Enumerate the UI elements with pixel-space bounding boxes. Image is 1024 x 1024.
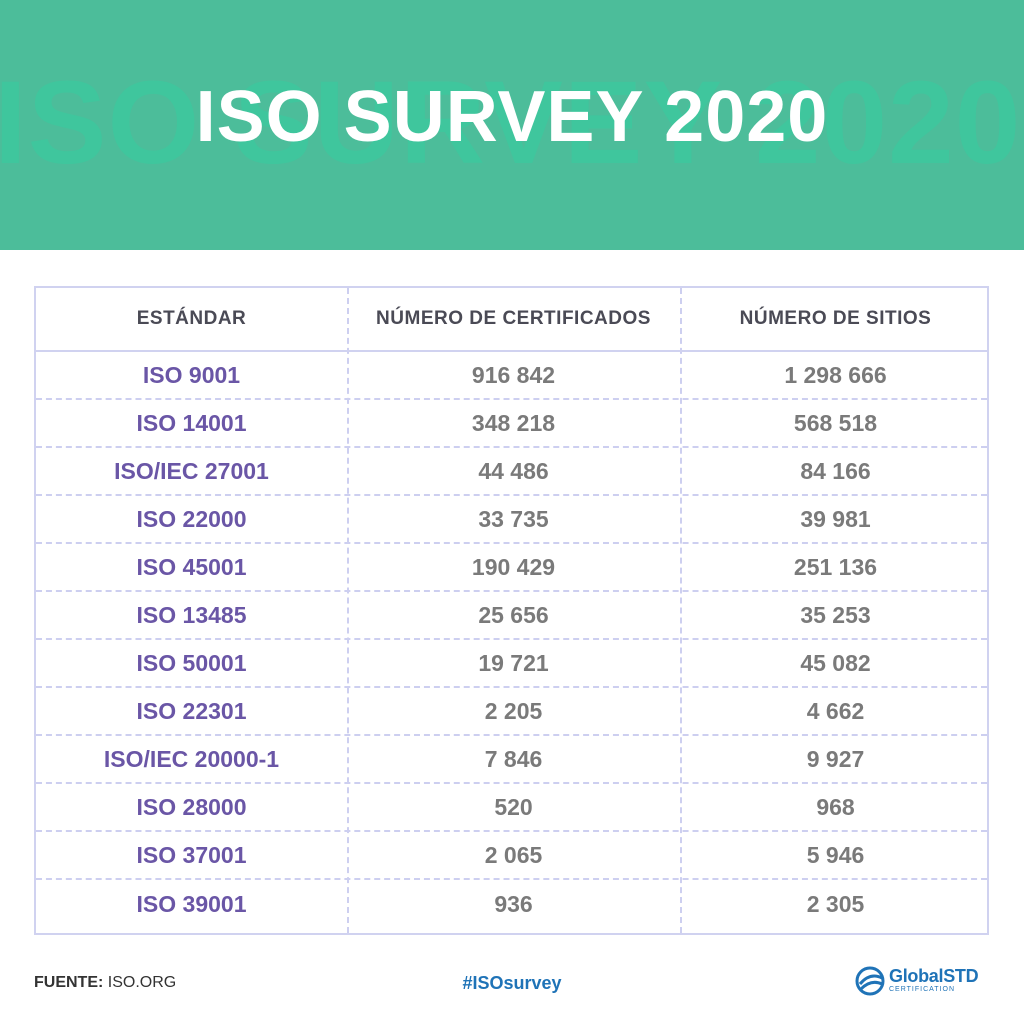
table-row: ISO 22301 2 205 4 662 xyxy=(36,688,987,736)
standard-cell: ISO 37001 xyxy=(136,841,247,868)
sites-cell: 9 927 xyxy=(806,745,865,772)
standard-cell: ISO 28000 xyxy=(136,793,247,820)
table-row: ISO 45001 190 429 251 136 xyxy=(36,544,987,592)
source-note: FUENTE: ISO.ORG xyxy=(34,974,176,992)
standard-cell: ISO 9001 xyxy=(142,361,241,388)
sites-cell: 251 136 xyxy=(793,553,878,580)
table-row: ISO 9001 916 842 1 298 666 xyxy=(36,352,987,400)
table-row: ISO/IEC 27001 44 486 84 166 xyxy=(36,448,987,496)
certificates-cell: 25 656 xyxy=(478,601,549,628)
table-header: ESTÁNDAR NÚMERO DE CERTIFICADOS NÚMERO D… xyxy=(36,288,987,352)
source-value: ISO.ORG xyxy=(107,974,177,991)
sites-cell: 1 298 666 xyxy=(784,361,887,388)
sites-cell: 5 946 xyxy=(806,841,865,868)
logo-subtitle: CERTIFICATION xyxy=(889,986,956,993)
sites-cell: 968 xyxy=(816,793,855,820)
table-row: ISO 22000 33 735 39 981 xyxy=(36,496,987,544)
certificates-cell: 348 218 xyxy=(471,409,556,436)
standard-cell: ISO 14001 xyxy=(136,409,247,436)
table-row: ISO/IEC 20000-1 7 846 9 927 xyxy=(36,736,987,784)
certificates-cell: 520 xyxy=(494,793,533,820)
standard-cell: ISO 13485 xyxy=(136,601,247,628)
certificates-cell: 33 735 xyxy=(478,505,549,532)
table-row: ISO 37001 2 065 5 946 xyxy=(36,832,987,880)
source-label: FUENTE: xyxy=(34,974,104,991)
certificates-cell: 916 842 xyxy=(471,361,556,388)
column-header-standard: ESTÁNDAR xyxy=(136,308,247,329)
table-row: ISO 39001 936 2 305 xyxy=(36,880,987,928)
column-header-certificates: NÚMERO DE CERTIFICADOS xyxy=(376,308,651,329)
certificates-cell: 190 429 xyxy=(471,553,556,580)
globalstd-logo-icon xyxy=(855,966,885,996)
page-title: ISO SURVEY 2020 xyxy=(195,77,829,157)
globalstd-logo: GlobalSTD CERTIFICATION xyxy=(855,964,995,1000)
sites-cell: 39 981 xyxy=(800,505,871,532)
hashtag: #ISOsurvey xyxy=(462,973,562,993)
survey-table: ESTÁNDAR NÚMERO DE CERTIFICADOS NÚMERO D… xyxy=(34,286,989,935)
certificates-cell: 936 xyxy=(494,890,533,917)
sites-cell: 4 662 xyxy=(806,697,865,724)
sites-cell: 568 518 xyxy=(793,409,878,436)
standard-cell: ISO/IEC 20000-1 xyxy=(103,745,280,772)
sites-cell: 35 253 xyxy=(800,601,871,628)
table-row: ISO 50001 19 721 45 082 xyxy=(36,640,987,688)
column-header-sites: NÚMERO DE SITIOS xyxy=(739,308,932,329)
sites-cell: 45 082 xyxy=(800,649,871,676)
certificates-cell: 2 065 xyxy=(484,841,543,868)
table-row: ISO 13485 25 656 35 253 xyxy=(36,592,987,640)
standard-cell: ISO 50001 xyxy=(136,649,247,676)
table-row: ISO 14001 348 218 568 518 xyxy=(36,400,987,448)
standard-cell: ISO 22301 xyxy=(136,697,247,724)
sites-cell: 84 166 xyxy=(800,457,871,484)
column-divider xyxy=(680,288,682,933)
standard-cell: ISO/IEC 27001 xyxy=(114,457,269,484)
column-divider xyxy=(347,288,349,933)
sites-cell: 2 305 xyxy=(806,890,865,917)
table-row: ISO 28000 520 968 xyxy=(36,784,987,832)
standard-cell: ISO 39001 xyxy=(136,890,247,917)
header-banner: ISO SURVEY 2020 ISO SURVEY 2020 xyxy=(0,0,1024,250)
title-watermark: ISO SURVEY 2020 xyxy=(0,57,1022,189)
certificates-cell: 2 205 xyxy=(484,697,543,724)
certificates-cell: 44 486 xyxy=(478,457,549,484)
logo-name: GlobalSTD xyxy=(889,966,979,986)
certificates-cell: 19 721 xyxy=(478,649,549,676)
standard-cell: ISO 45001 xyxy=(136,553,247,580)
standard-cell: ISO 22000 xyxy=(136,505,247,532)
certificates-cell: 7 846 xyxy=(484,745,543,772)
